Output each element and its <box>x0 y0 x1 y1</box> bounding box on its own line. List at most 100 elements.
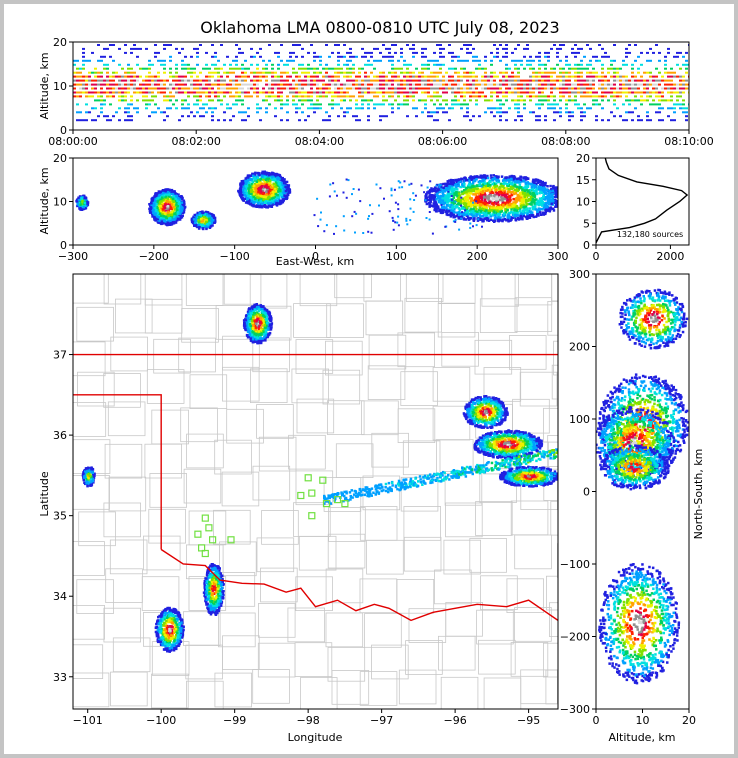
source-density-cell <box>181 59 184 62</box>
source-density-cell <box>259 192 262 195</box>
source-density-cell <box>88 59 91 62</box>
source-density-cell <box>538 59 541 62</box>
source-density-cell <box>547 95 550 98</box>
source-density-cell <box>178 83 181 86</box>
source-density-cell <box>175 99 178 102</box>
source-density-cell <box>435 187 438 190</box>
source-density-cell <box>158 202 162 205</box>
source-density-cell <box>346 59 349 62</box>
source-density-cell <box>403 63 406 66</box>
source-density-cell <box>361 79 364 82</box>
source-density-cell <box>661 87 664 90</box>
source-density-cell <box>248 195 252 198</box>
source-density-cell <box>577 91 580 94</box>
source-density-cell <box>511 51 514 54</box>
source-density-cell <box>490 95 493 98</box>
source-density-cell <box>595 71 598 74</box>
source-density-cell <box>511 99 514 102</box>
source-density-cell <box>598 59 601 62</box>
source-density-cell <box>586 83 589 86</box>
source-density-cell <box>406 63 409 66</box>
source-density-cell <box>244 83 247 86</box>
source-density-cell <box>625 83 628 86</box>
source-density-cell <box>263 203 267 207</box>
source-density-cell <box>541 71 544 74</box>
source-density-cell <box>325 119 328 122</box>
source-density-cell <box>331 91 334 94</box>
source-density-cell <box>475 59 478 62</box>
source-density-cell <box>497 215 500 218</box>
source-density-cell <box>571 67 574 70</box>
source-density-cell <box>175 79 178 82</box>
source-density-cell <box>479 190 483 193</box>
source-density-cell <box>424 103 427 106</box>
source-density-cell <box>526 59 529 62</box>
source-density-cell <box>640 79 643 82</box>
source-density-cell <box>343 44 346 46</box>
source-density-cell <box>256 176 259 180</box>
source-density-cell <box>169 91 172 94</box>
source-density-cell <box>613 44 616 46</box>
source-density-cell <box>167 195 171 198</box>
source-density-cell <box>466 196 470 199</box>
source-density-cell <box>442 55 445 58</box>
source-density-cell <box>201 227 205 230</box>
source-density-cell <box>430 95 433 98</box>
source-density-cell <box>289 83 292 86</box>
source-density-cell <box>490 83 493 86</box>
source-density-cell <box>264 184 268 188</box>
source-density-cell <box>664 63 667 66</box>
source-density-cell <box>682 107 685 110</box>
source-density-cell <box>250 71 253 74</box>
source-density-cell <box>151 99 154 102</box>
source-density-cell <box>169 67 172 70</box>
source-density-cell <box>568 115 571 118</box>
source-density-cell <box>103 79 106 82</box>
source-density-cell <box>427 79 430 82</box>
source-density-cell <box>184 55 187 58</box>
source-density-cell <box>211 107 214 110</box>
source-density-cell <box>187 79 190 82</box>
source-density-cell <box>670 119 673 122</box>
source-density-cell <box>533 186 536 189</box>
source-density-cell <box>523 99 526 102</box>
source-density-cell <box>82 51 85 54</box>
source-density-cell <box>610 91 613 94</box>
source-density-cell <box>269 173 273 176</box>
source-density-cell <box>277 87 280 90</box>
source-density-cell <box>196 51 199 54</box>
source-density-cell <box>528 207 532 210</box>
source-density-cell <box>160 198 163 201</box>
source-density-cell <box>367 87 370 90</box>
source-density-cell <box>382 91 385 94</box>
source-density-cell <box>304 75 307 78</box>
source-density-cell <box>73 83 76 86</box>
source-density-cell <box>490 51 493 54</box>
source-density-cell <box>676 83 679 86</box>
source-density-cell <box>271 79 274 82</box>
source-density-cell <box>328 75 331 78</box>
source-density-cell <box>253 83 256 86</box>
source-density-cell <box>517 107 520 110</box>
source-density-cell <box>670 75 673 78</box>
source-density-cell <box>655 44 658 46</box>
source-density-cell <box>553 103 556 106</box>
source-density-cell <box>170 203 174 206</box>
source-density-cell <box>176 217 180 221</box>
source-density-cell <box>385 99 388 102</box>
source-density-cell <box>670 95 673 98</box>
source-density-cell <box>211 87 214 90</box>
source-density-cell <box>278 193 281 197</box>
source-density-cell <box>474 192 478 195</box>
source-density-cell <box>421 79 424 82</box>
source-density-cell <box>259 75 262 78</box>
source-density-cell <box>439 95 442 98</box>
source-density-cell <box>388 59 391 62</box>
source-density-cell <box>275 193 278 196</box>
source-density-cell <box>150 205 153 209</box>
source-density-cell <box>586 107 589 110</box>
source-density-cell <box>415 87 418 90</box>
source-density-cell <box>538 71 541 74</box>
source-density-cell <box>565 87 568 90</box>
source-density-cell <box>121 95 124 98</box>
